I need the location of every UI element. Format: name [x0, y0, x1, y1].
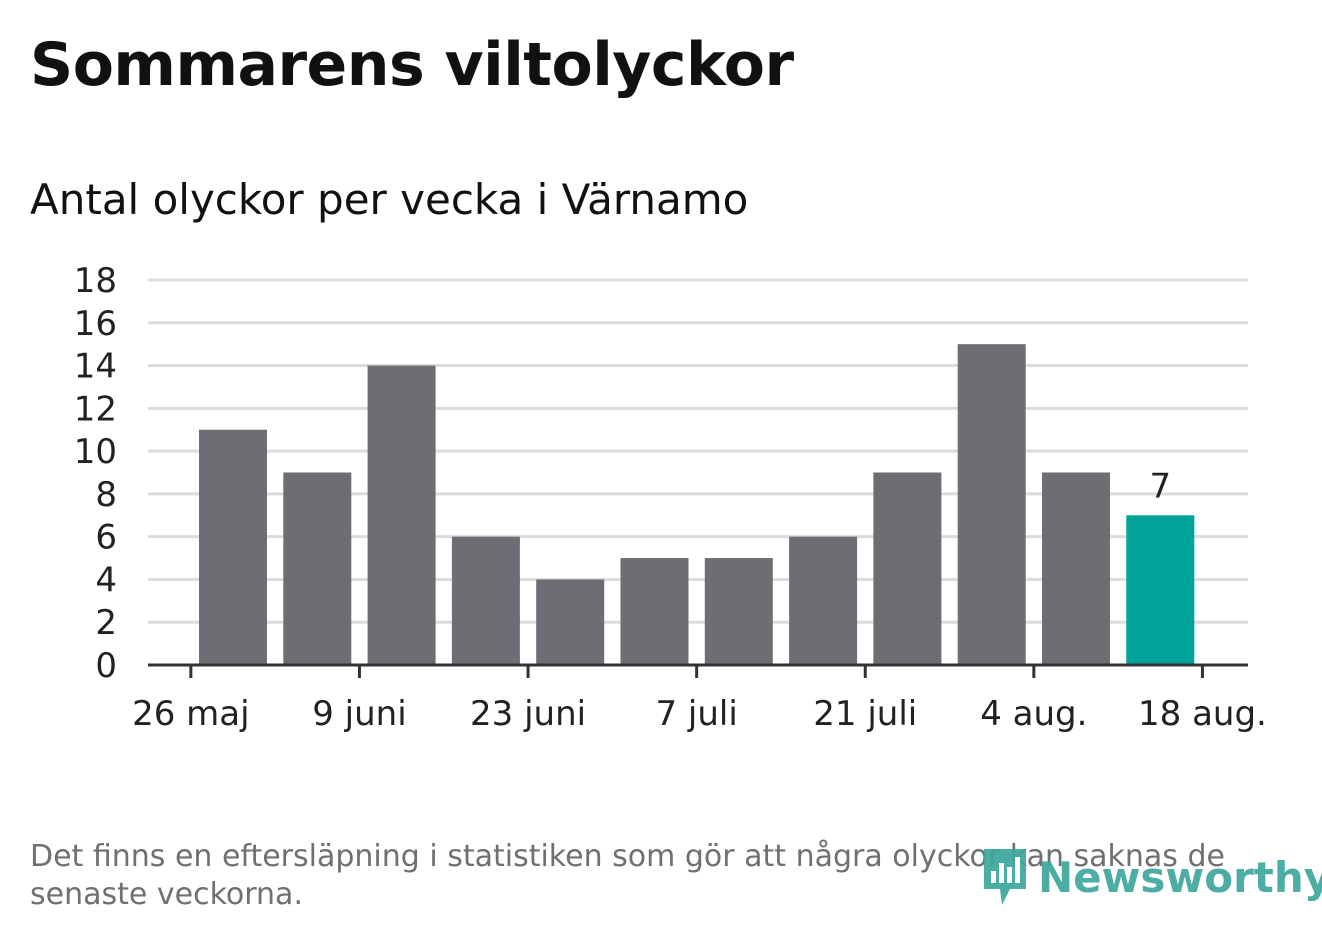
- bar: [1126, 515, 1195, 665]
- y-tick-label: 14: [74, 347, 117, 387]
- data-label: 7: [1149, 466, 1171, 506]
- x-tick-label: 9 juni: [312, 694, 406, 734]
- y-tick-label: 2: [95, 603, 117, 643]
- x-tick-label: 23 juni: [470, 694, 586, 734]
- bar: [199, 429, 267, 665]
- bar: [283, 472, 352, 665]
- y-tick-label: 10: [74, 432, 117, 472]
- y-tick-label: 8: [95, 475, 117, 515]
- bar: [704, 558, 773, 665]
- newsworthy-logo-icon: [984, 849, 1026, 905]
- x-tick-label: 4 aug.: [980, 694, 1087, 734]
- chart-title: Sommarens viltolyckor: [30, 30, 794, 100]
- x-tick-label: 21 juli: [813, 694, 917, 734]
- y-tick-label: 18: [74, 261, 117, 301]
- x-tick-label: 26 maj: [132, 694, 249, 734]
- bar: [1042, 472, 1110, 665]
- newsworthy-logo: Newsworthy: [980, 845, 1322, 909]
- y-tick-label: 6: [95, 518, 117, 558]
- bar: [367, 365, 436, 665]
- bar: [620, 558, 689, 665]
- y-tick-label: 0: [95, 646, 117, 686]
- bars: [199, 344, 1195, 665]
- bar: [789, 536, 858, 665]
- x-tick-label: 7 juli: [655, 694, 737, 734]
- y-tick-label: 16: [74, 304, 117, 344]
- bar: [873, 472, 942, 665]
- y-tick-label: 4: [95, 560, 117, 600]
- logo-text: Newsworthy: [1038, 852, 1322, 902]
- bar: [451, 536, 520, 665]
- bar: [536, 579, 605, 665]
- x-tick-label: 18 aug.: [1138, 694, 1267, 734]
- bar: [957, 344, 1026, 665]
- chart-subtitle: Antal olyckor per vecka i Värnamo: [30, 175, 749, 224]
- y-tick-label: 12: [74, 389, 117, 429]
- axes: [148, 663, 1248, 678]
